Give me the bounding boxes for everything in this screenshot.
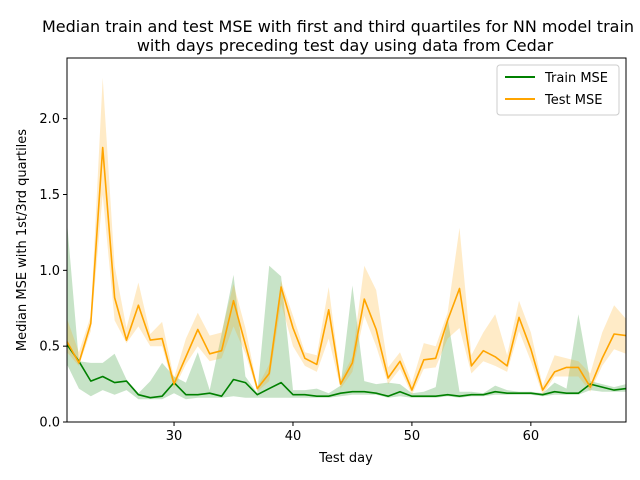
x-axis-ticks: 30 40 50 60 (166, 422, 539, 444)
y-tick-label: 0.0 (39, 416, 60, 431)
y-tick-label: 1.0 (39, 264, 60, 279)
chart-title-line2: with days preceding test day using data … (137, 36, 554, 55)
median-lines (66, 146, 627, 399)
y-axis-ticks: 0.0 0.5 1.0 1.5 2.0 (39, 112, 67, 431)
test-median-line (66, 146, 627, 391)
y-tick-label: 2.0 (39, 112, 60, 127)
y-axis-label: Median MSE with 1st/3rd quartiles (15, 129, 30, 351)
legend-label-test: Test MSE (544, 93, 602, 108)
x-axis-label: Test day (318, 451, 373, 466)
x-tick-label: 30 (166, 429, 183, 444)
legend: Train MSE Test MSE (496, 64, 620, 116)
x-tick-label: 60 (523, 429, 540, 444)
plot-frame (66, 57, 627, 423)
quartile-bands (67, 77, 626, 400)
test-quartile-band (67, 77, 626, 395)
x-tick-label: 40 (285, 429, 302, 444)
chart-title-line1: Median train and test MSE with first and… (42, 17, 634, 36)
y-tick-label: 0.5 (39, 340, 60, 355)
x-tick-label: 50 (404, 429, 421, 444)
y-tick-label: 1.5 (39, 188, 60, 203)
legend-label-train: Train MSE (544, 71, 608, 86)
train-median-line (66, 344, 627, 399)
